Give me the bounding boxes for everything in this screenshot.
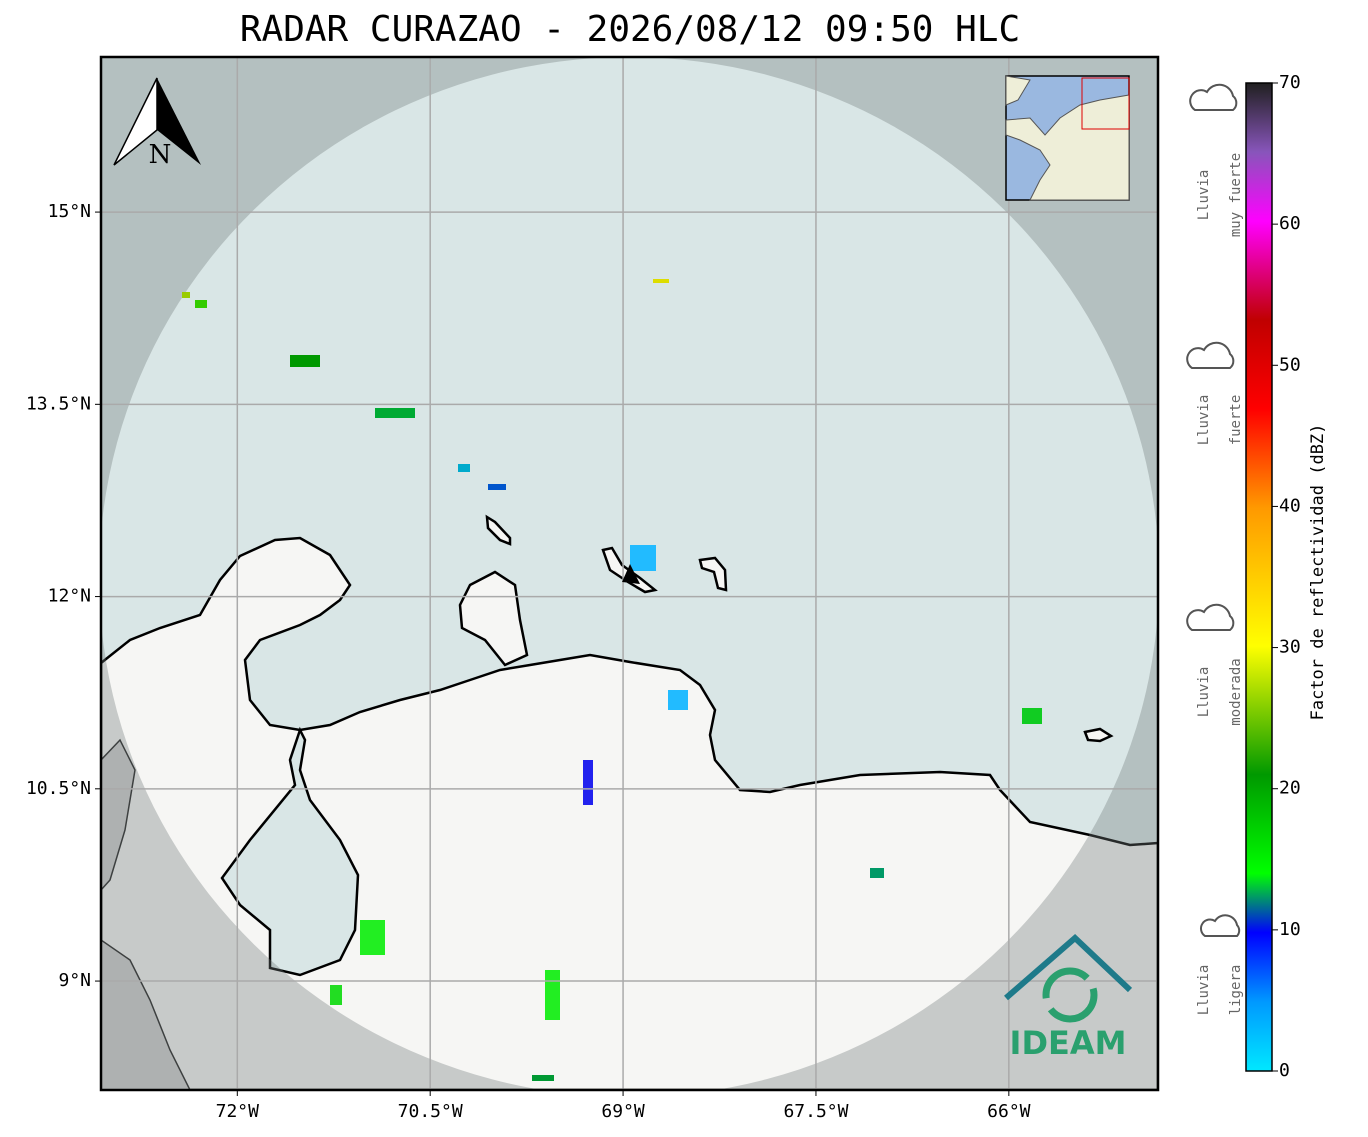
radar-echo (360, 920, 385, 955)
x-tick-label: 66°W (987, 1101, 1031, 1122)
colorbar-tick-label: 30 (1279, 637, 1301, 658)
colorbar-tick-label: 40 (1279, 495, 1301, 516)
island-curacao (601, 546, 658, 594)
radar-echo (545, 970, 560, 1020)
radar-echo (1022, 708, 1042, 724)
radar-echo (182, 292, 190, 298)
graticule (101, 57, 1158, 1090)
rain-level-label: Lluvia (1196, 667, 1212, 718)
radar-echo (668, 690, 688, 710)
colorbar-tick-label: 60 (1279, 213, 1301, 234)
radar-site (622, 564, 640, 584)
icon-cloud (1200, 914, 1241, 937)
icon-cloud (1189, 83, 1238, 111)
colombia-land (101, 738, 191, 1090)
radar-echo (330, 985, 342, 1005)
y-tick-label: 15°N (48, 201, 91, 222)
radar-echo (375, 408, 415, 418)
map-frame (99, 55, 1160, 1092)
colorbar-label: Factor de reflectividad (dBZ) (1308, 424, 1328, 721)
logo: IDEAM (1004, 933, 1133, 1062)
island-aruba (485, 514, 512, 546)
paraguana (458, 570, 529, 667)
logo-swirl (1042, 967, 1098, 1023)
colorbar-tick-label: 20 (1279, 778, 1301, 799)
island-bonaire (698, 556, 728, 592)
radar-echo (870, 868, 884, 878)
y-tick-label: 9°N (58, 970, 91, 991)
lake-maracaibo (220, 726, 360, 977)
x-tick-label: 70.5°W (398, 1101, 463, 1122)
radar-echo (195, 300, 207, 308)
colorbar-tick-label: 70 (1279, 72, 1301, 93)
colorbar (1245, 82, 1273, 1072)
radar-echo (653, 279, 669, 283)
inset-extent (1081, 77, 1130, 130)
north-arrow: N (113, 77, 201, 170)
logo-roof (1004, 933, 1133, 1001)
rain-level-label: Lluvia (1196, 965, 1212, 1016)
rain-level-label: Lluvia (1196, 395, 1212, 446)
radar-echo (290, 355, 320, 367)
y-tick-label: 10.5°N (26, 778, 91, 799)
y-tick-label: 12°N (48, 586, 91, 607)
north-label: N (149, 140, 172, 170)
icon-cloud (1186, 341, 1235, 369)
north-arrow-right (157, 78, 201, 165)
rain-level-label: moderada (1228, 658, 1244, 725)
radar-echo (458, 464, 470, 472)
radar-echo (583, 760, 593, 805)
radar-echo (488, 484, 506, 490)
colorbar-tick-label: 10 (1279, 919, 1301, 940)
island-margarita (1083, 727, 1114, 743)
radar-echoes (182, 279, 1042, 1081)
map: N IDEAM (101, 57, 1158, 1090)
x-tick-label: 69°W (601, 1101, 645, 1122)
inset-map (1005, 75, 1130, 201)
inset-land-north (1005, 75, 1031, 106)
colorbar-tick-label: 0 (1279, 1060, 1290, 1081)
title: RADAR CURAZAO - 2026/08/12 09:50 HLC (240, 9, 1020, 50)
logo-text: IDEAM (1010, 1024, 1127, 1062)
x-tick-label: 72°W (216, 1101, 260, 1122)
rain-level-label: muy fuerte (1228, 153, 1244, 237)
colorbar-tick-label: 50 (1279, 354, 1301, 375)
inset-land (1005, 94, 1130, 201)
x-tick-label: 67.5°W (783, 1101, 848, 1122)
y-tick-label: 13.5°N (26, 393, 91, 414)
rain-icons (1186, 83, 1241, 937)
rain-level-label: ligera (1228, 965, 1244, 1016)
rain-level-label: Lluvia (1196, 170, 1212, 221)
rain-level-label: fuerte (1228, 395, 1244, 446)
radar-echo (532, 1075, 554, 1081)
icon-cloud (1186, 603, 1235, 631)
radar-echo (630, 545, 656, 571)
